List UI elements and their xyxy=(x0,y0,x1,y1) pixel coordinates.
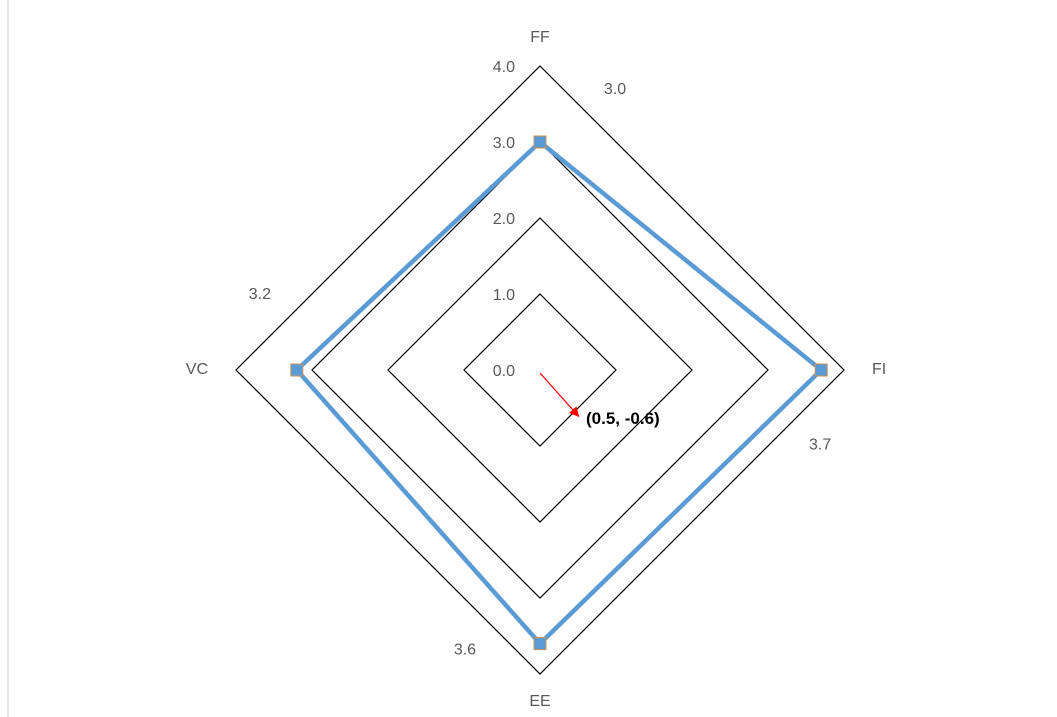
data-label: 3.0 xyxy=(604,81,626,98)
data-label: 3.7 xyxy=(809,436,831,453)
r-tick-label: 0.0 xyxy=(493,363,515,380)
category-label: FF xyxy=(530,29,550,46)
data-point xyxy=(533,637,547,651)
r-tick-label: 1.0 xyxy=(493,287,515,304)
data-point xyxy=(814,363,828,377)
data-point xyxy=(533,135,547,149)
r-tick-label: 2.0 xyxy=(493,211,515,228)
r-tick-label: 4.0 xyxy=(493,59,515,76)
r-tick-label: 3.0 xyxy=(493,135,515,152)
category-label: EE xyxy=(529,693,550,710)
data-label: 3.6 xyxy=(454,641,476,658)
data-label: 3.2 xyxy=(249,286,271,303)
grid-ring xyxy=(311,141,769,599)
grid-ring xyxy=(463,293,617,447)
series-line xyxy=(293,139,825,647)
category-label: VC xyxy=(186,361,208,378)
data-point xyxy=(290,363,304,377)
grid-ring xyxy=(387,217,693,523)
chart-frame xyxy=(7,0,9,717)
annotation-arrow xyxy=(539,372,580,418)
annotation-label: (0.5, -0.6) xyxy=(586,409,660,428)
grid-ring xyxy=(235,65,845,675)
category-label: FI xyxy=(872,361,886,378)
